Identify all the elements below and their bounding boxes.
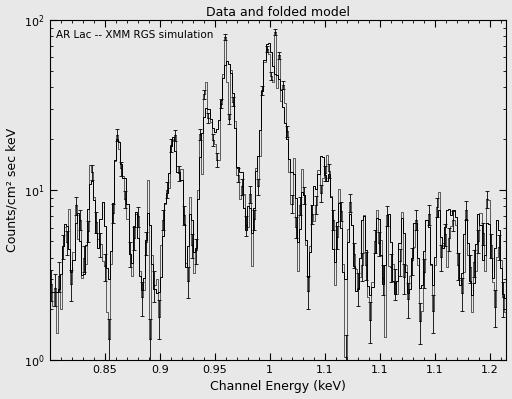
X-axis label: Channel Energy (keV): Channel Energy (keV) bbox=[210, 380, 346, 393]
Title: Data and folded model: Data and folded model bbox=[206, 6, 350, 19]
Text: AR Lac -- XMM RGS simulation: AR Lac -- XMM RGS simulation bbox=[56, 30, 214, 40]
Y-axis label: Counts/cm² sec keV: Counts/cm² sec keV bbox=[6, 128, 18, 252]
